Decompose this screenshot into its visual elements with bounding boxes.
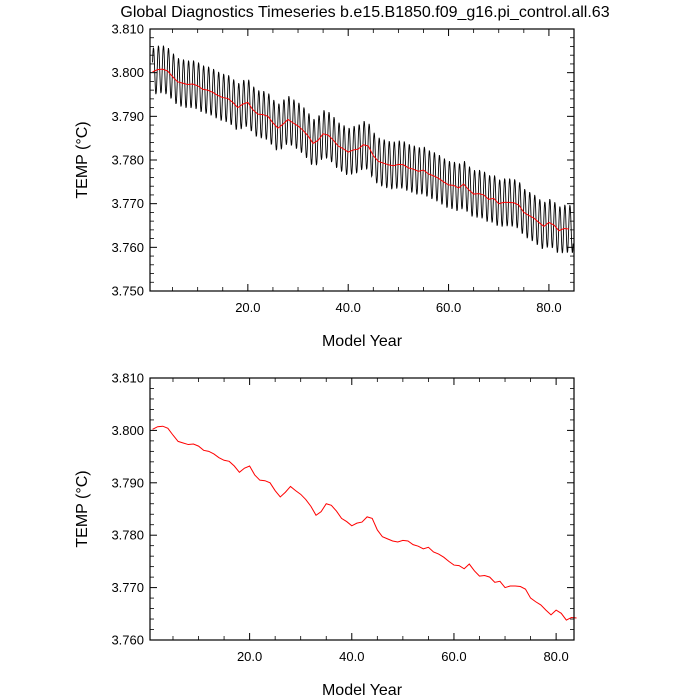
- bottom-y-tick-label: 3.790: [111, 475, 144, 490]
- bottom-y-tick-label: 3.760: [111, 633, 144, 648]
- top-x-tick-label: 40.0: [336, 300, 361, 315]
- bottom-panel: 3.760 3.770 3.780 3.790 3.800 3.810 20.0 40.0 60…: [74, 371, 577, 699]
- top-y-tick-label: 3.760: [111, 240, 144, 255]
- bottom-plot-frame: [149, 377, 575, 641]
- top-y-tick-label: 3.810: [111, 22, 144, 37]
- bottom-x-tick-label: 40.0: [339, 649, 364, 664]
- bottom-y-tick-label: 3.780: [111, 528, 144, 543]
- bottom-y-tick-label: 3.770: [111, 580, 144, 595]
- top-y-tick-label: 3.780: [111, 153, 144, 168]
- top-y-tick-label: 3.770: [111, 196, 144, 211]
- top-y-tick-label: 3.790: [111, 109, 144, 124]
- top-x-axis-label: Model Year: [322, 333, 403, 350]
- bottom-y-tick-label: 3.800: [111, 423, 144, 438]
- top-y-tick-label: 3.800: [111, 65, 144, 80]
- bottom-annual-mean-line: [152, 425, 577, 621]
- top-x-tick-label: 80.0: [536, 300, 561, 315]
- top-x-tick-label: 60.0: [436, 300, 461, 315]
- bottom-x-axis-label: Model Year: [322, 682, 403, 699]
- top-y-axis-label: TEMP (°C): [74, 121, 91, 198]
- bottom-x-tick-label: 80.0: [543, 649, 568, 664]
- top-x-tick-label: 20.0: [235, 300, 260, 315]
- bottom-x-tick-label: 60.0: [441, 649, 466, 664]
- chart-title: Global Diagnostics Timeseries b.e15.B185…: [120, 4, 609, 21]
- bottom-x-tick-label: 20.0: [237, 649, 262, 664]
- top-annual-mean-line: [152, 68, 570, 232]
- top-panel: 3.750 3.760 3.770 3.780 3.790 3.800 3.810 20.0 4…: [74, 22, 575, 350]
- top-y-tick-label: 3.750: [111, 284, 144, 299]
- bottom-y-axis-label: TEMP (°C): [74, 470, 91, 547]
- top-monthly-series-line: [152, 45, 574, 254]
- bottom-y-tick-label: 3.810: [111, 371, 144, 386]
